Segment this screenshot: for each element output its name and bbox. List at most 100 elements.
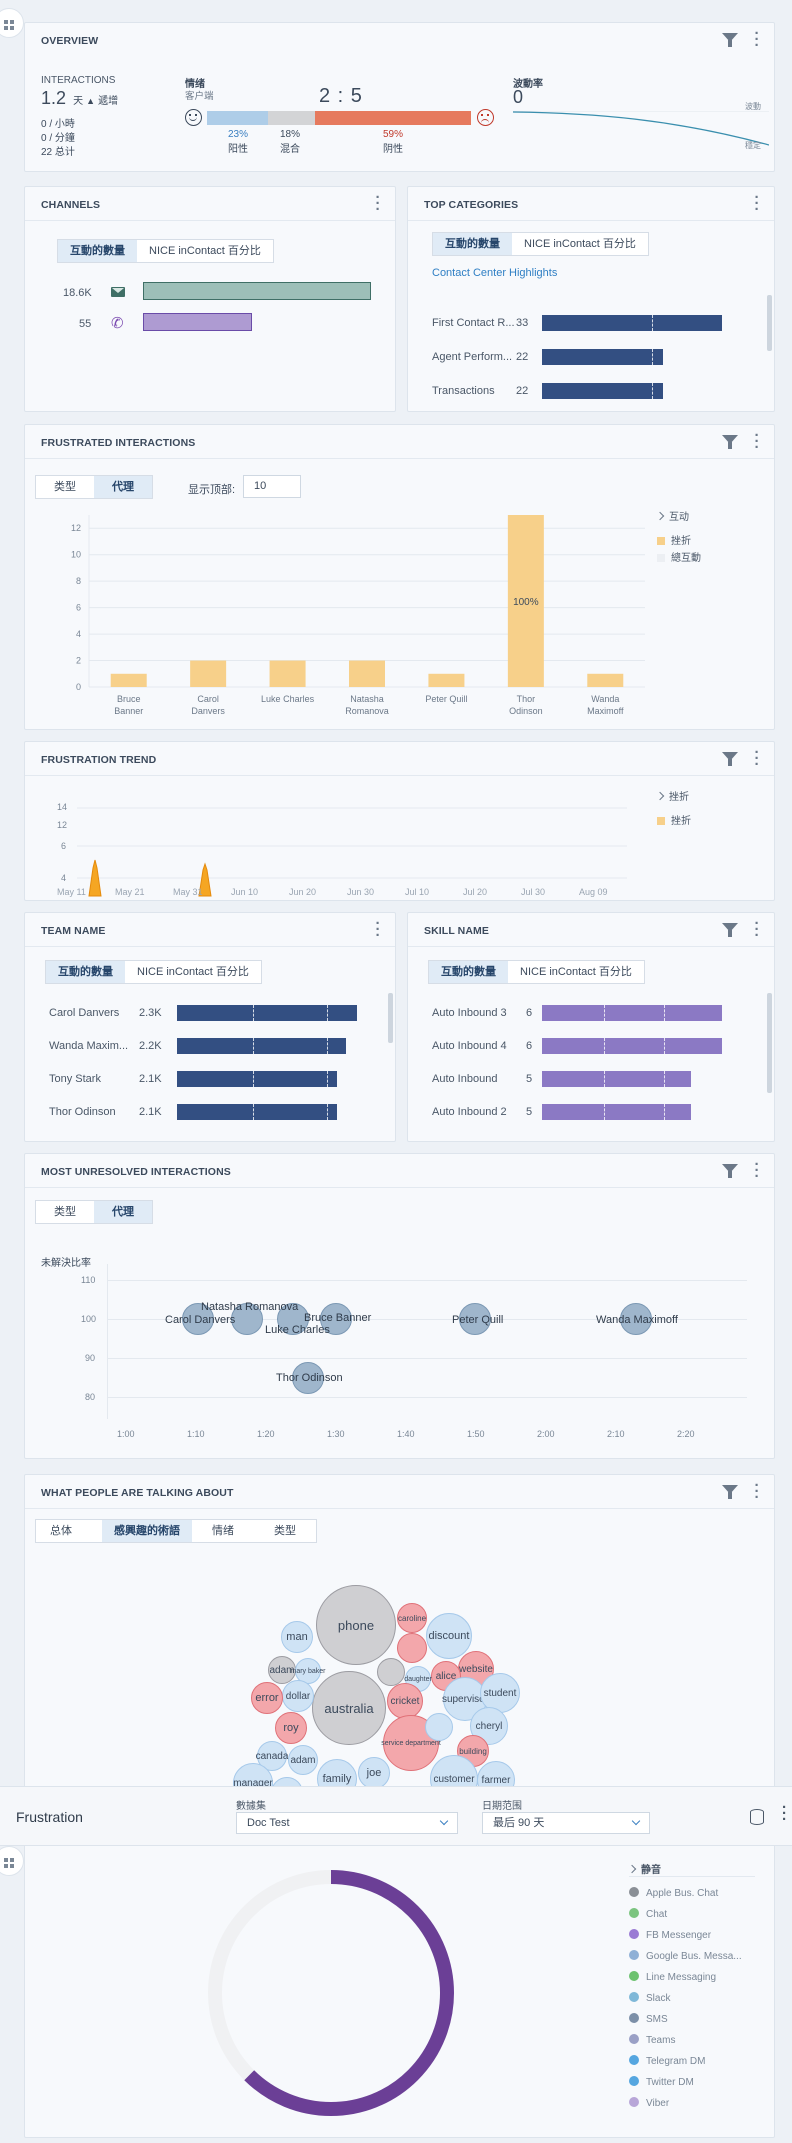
legend-total[interactable]: 總互動 <box>657 549 701 564</box>
collapse-left-icon[interactable] <box>0 1846 24 1876</box>
tab-sentiment[interactable]: 情绪 <box>212 1525 234 1537</box>
bar[interactable] <box>269 660 306 687</box>
bubble-misc[interactable] <box>425 1713 453 1741</box>
bubble-thor-odinson[interactable] <box>292 1362 324 1394</box>
filter-icon[interactable] <box>722 751 738 767</box>
more-options-icon[interactable]: · · · <box>375 189 381 218</box>
bar[interactable] <box>507 515 544 687</box>
legend-header[interactable]: 互动 <box>655 508 689 523</box>
bubble-student[interactable]: student <box>480 1673 520 1713</box>
more-options-icon[interactable]: · · · <box>754 1156 760 1185</box>
tab-agent[interactable]: 代理 <box>94 1201 152 1223</box>
tab-count[interactable]: 互動的數量 <box>58 240 137 262</box>
category-row-bar[interactable] <box>542 383 663 399</box>
legend-frustration[interactable]: 挫折 <box>657 532 691 547</box>
more-options-icon[interactable]: · · · <box>754 25 760 54</box>
legend-channel[interactable]: Apple Bus. Chat <box>629 1887 718 1899</box>
bubble-error[interactable]: error <box>251 1682 283 1714</box>
filter-icon[interactable] <box>722 1484 738 1500</box>
filter-icon[interactable] <box>722 32 738 48</box>
more-options-icon[interactable]: · · · <box>754 1477 760 1506</box>
tab-percentage[interactable]: NICE inContact 百分比 <box>520 966 632 978</box>
bubble-man[interactable]: man <box>281 1621 313 1653</box>
scrollbar[interactable] <box>388 993 393 1043</box>
bubble-carol-danvers[interactable] <box>182 1303 214 1335</box>
skill-row-bar[interactable] <box>542 1104 692 1120</box>
bar[interactable] <box>587 673 624 687</box>
legend-channel[interactable]: Google Bus. Messa... <box>629 1950 742 1962</box>
more-options-icon[interactable]: · · · <box>754 427 760 456</box>
bubble-roy[interactable]: roy <box>275 1712 307 1744</box>
tab-count[interactable]: 互動的數量 <box>46 961 125 983</box>
team-row-bar[interactable] <box>177 1038 347 1054</box>
filter-icon[interactable] <box>722 922 738 938</box>
skill-row-bar[interactable] <box>542 1005 722 1021</box>
skill-row-bar[interactable] <box>542 1071 692 1087</box>
more-options-icon[interactable]: · · · <box>782 1799 787 1828</box>
bar[interactable] <box>110 673 147 687</box>
legend-channel[interactable]: Teams <box>629 2034 675 2046</box>
bubble-mary-baker[interactable]: mary baker <box>291 1658 326 1684</box>
legend-header[interactable]: 挫折 <box>655 788 689 803</box>
bubble-wanda-maximoff[interactable] <box>620 1303 652 1335</box>
bar[interactable] <box>428 673 465 687</box>
more-options-icon[interactable]: · · · <box>754 189 760 218</box>
legend-channel[interactable]: Viber <box>629 2097 669 2109</box>
team-row-bar[interactable] <box>177 1005 357 1021</box>
bubble-joe[interactable]: joe <box>358 1757 390 1789</box>
filter-icon[interactable] <box>722 434 738 450</box>
more-options-icon[interactable]: · · · <box>375 915 381 944</box>
skill-row-bar[interactable] <box>542 1038 722 1054</box>
category-link[interactable]: Contact Center Highlights <box>432 267 558 279</box>
tab-agent[interactable]: 代理 <box>94 476 152 498</box>
bubble-canada[interactable]: canada <box>256 1741 288 1771</box>
legend-channel[interactable]: Slack <box>629 1992 670 2004</box>
legend-channel[interactable]: Twitter DM <box>629 2076 694 2088</box>
tab-type[interactable]: 类型 <box>274 1525 296 1537</box>
legend-frustration[interactable]: 挫折 <box>657 812 691 827</box>
bubble-misc[interactable] <box>377 1658 405 1686</box>
bubble-natasha-romanova[interactable] <box>231 1303 263 1335</box>
show-top-input[interactable]: 10 <box>243 475 301 498</box>
more-options-icon[interactable]: · · · <box>754 915 760 944</box>
legend-channel[interactable]: Line Messaging <box>629 1971 716 1983</box>
bubble-adam-2[interactable]: adam <box>288 1745 318 1775</box>
tab-count[interactable]: 互動的數量 <box>429 961 508 983</box>
bubble-phone[interactable]: phone <box>316 1585 396 1665</box>
tab-count[interactable]: 互動的數量 <box>433 233 512 255</box>
tab-percentage[interactable]: NICE inContact 百分比 <box>137 966 249 978</box>
scrollbar[interactable] <box>767 993 772 1093</box>
category-row-bar[interactable] <box>542 315 722 331</box>
team-row-bar[interactable] <box>177 1071 338 1087</box>
tab-percentage[interactable]: NICE inContact 百分比 <box>149 245 261 257</box>
more-options-icon[interactable]: · · · <box>754 744 760 773</box>
channel-email-bar[interactable] <box>143 282 371 300</box>
bubble-dollar[interactable]: dollar <box>282 1680 314 1712</box>
scrollbar[interactable] <box>767 295 772 351</box>
legend-channel[interactable]: Chat <box>629 1908 667 1920</box>
bubble-caroline[interactable]: caroline <box>397 1603 427 1633</box>
bubble-bruce-banner[interactable] <box>320 1303 352 1335</box>
legend-channel[interactable]: FB Messenger <box>629 1929 711 1941</box>
collapse-left-icon[interactable] <box>0 8 24 38</box>
bubble-australia[interactable]: australia <box>312 1671 386 1745</box>
bubble-discount[interactable]: discount <box>426 1613 472 1659</box>
filter-icon[interactable] <box>722 1163 738 1179</box>
database-icon[interactable] <box>750 1809 764 1825</box>
dataset-select[interactable]: Doc Test <box>236 1812 458 1834</box>
tab-terms[interactable]: 感興趣的術語 <box>102 1520 192 1542</box>
tab-overall[interactable]: 总体 <box>50 1525 72 1537</box>
tab-percentage[interactable]: NICE inContact 百分比 <box>524 238 636 250</box>
tab-type[interactable]: 类型 <box>54 481 76 493</box>
bubble-cricket[interactable]: cricket <box>387 1683 423 1719</box>
date-range-select[interactable]: 最后 90 天 <box>482 1812 650 1834</box>
bubble-adam[interactable]: adam <box>268 1656 296 1684</box>
tab-type[interactable]: 类型 <box>54 1206 76 1218</box>
bar[interactable] <box>190 660 227 687</box>
legend-channel[interactable]: Telegram DM <box>629 2055 705 2067</box>
legend-header[interactable]: 静音 <box>627 1861 661 1876</box>
bubble-luke-charles[interactable] <box>277 1303 309 1335</box>
bubble-cheryl[interactable]: cheryl <box>470 1707 508 1745</box>
bubble-peter-quill[interactable] <box>459 1303 491 1335</box>
category-row-bar[interactable] <box>542 349 663 365</box>
